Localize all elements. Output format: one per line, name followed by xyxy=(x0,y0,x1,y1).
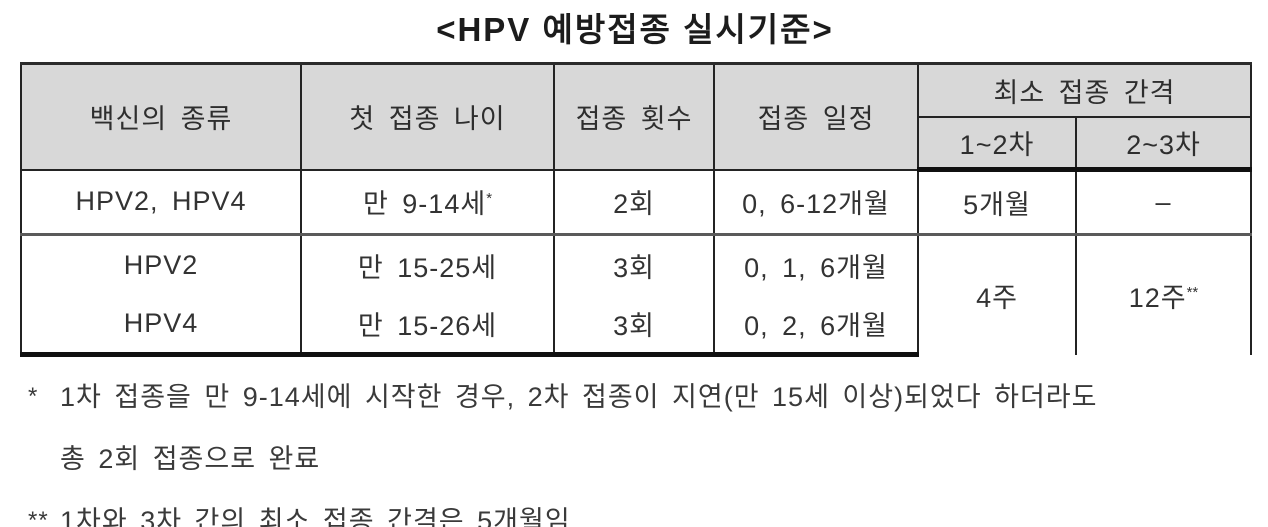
footnote-text: 1차와 3차 간의 최소 접종 간격은 5개월임 xyxy=(60,490,571,527)
col-header-schedule: 접종 일정 xyxy=(713,62,919,171)
cell-interval-2-3: – xyxy=(1074,168,1253,236)
table-header: 백신의 종류 첫 접종 나이 접종 횟수 접종 일정 최소 접종 간격 1~2차… xyxy=(20,62,1253,172)
cell-interval-1-2: 5개월 xyxy=(917,168,1077,236)
cell-schedule: 0, 2, 6개월 xyxy=(713,294,919,357)
footnote-marker: ** xyxy=(28,507,49,527)
table-row: HPV2 만 15-25세 3회 0, 1, 6개월 4주 12주** xyxy=(20,233,1253,355)
table-body: HPV2, HPV4 만 9-14세* 2회 0, 6-12개월 5개월 – H… xyxy=(20,168,1253,357)
cell-vaccine: HPV2 xyxy=(20,233,302,294)
cell-first-age: 만 15-26세 xyxy=(300,294,555,357)
age-text: 만 9-14세 xyxy=(362,189,487,220)
cell-schedule: 0, 6-12개월 xyxy=(713,168,919,236)
cell-first-age: 만 15-25세 xyxy=(300,233,555,294)
col-header-first-age: 첫 접종 나이 xyxy=(300,62,555,171)
hpv-vaccination-table: 백신의 종류 첫 접종 나이 접종 횟수 접종 일정 최소 접종 간격 1~2차… xyxy=(20,62,1253,357)
footnote-line: 1차와 3차 간의 최소 접종 간격은 5개월임 xyxy=(60,506,571,527)
col-header-min-interval: 최소 접종 간격 xyxy=(916,62,1253,118)
footnote-line: 총 2회 접종으로 완료 xyxy=(60,444,321,474)
page-title: <HPV 예방접종 실시기준> xyxy=(436,11,834,48)
table-row: HPV2, HPV4 만 9-14세* 2회 0, 6-12개월 5개월 – xyxy=(20,168,1253,236)
cell-first-age: 만 9-14세* xyxy=(300,168,555,236)
cell-interval-1-2-merged: 4주 xyxy=(917,233,1077,355)
header-row-main: 백신의 종류 첫 접종 나이 접종 횟수 접종 일정 최소 접종 간격 xyxy=(20,62,1253,171)
footnote-ref-1: * xyxy=(486,190,493,208)
col-header-vaccine-type: 백신의 종류 xyxy=(20,62,302,171)
footnote-ref-2: ** xyxy=(1186,283,1199,301)
cell-dose-count: 3회 xyxy=(553,233,715,294)
cell-interval-2-3-merged: 12주** xyxy=(1074,233,1253,355)
cell-dose-count: 3회 xyxy=(553,294,715,357)
footnotes-section: * 1차 접종을 만 9-14세에 시작한 경우, 2차 접종이 지연(만 15… xyxy=(20,366,1250,527)
table-row: HPV4 만 15-26세 3회 0, 2, 6개월 xyxy=(20,294,1251,357)
cell-vaccine: HPV4 xyxy=(20,294,302,357)
header-row-sub: 1~2차 2~3차 xyxy=(21,116,1253,172)
footnote-text: 1차 접종을 만 9-14세에 시작한 경우, 2차 접종이 지연(만 15세 … xyxy=(60,366,1097,490)
footnote-line: 1차 접종을 만 9-14세에 시작한 경우, 2차 접종이 지연(만 15세 … xyxy=(60,382,1098,412)
col-header-dose-count: 접종 횟수 xyxy=(553,62,715,171)
cell-vaccine: HPV2, HPV4 xyxy=(20,168,302,236)
cell-dose-count: 2회 xyxy=(553,168,715,236)
interval-text: 12주 xyxy=(1128,282,1187,313)
footnote-1: * 1차 접종을 만 9-14세에 시작한 경우, 2차 접종이 지연(만 15… xyxy=(28,366,1250,490)
cell-schedule: 0, 1, 6개월 xyxy=(713,233,919,294)
footnote-marker: * xyxy=(28,383,39,410)
footnote-2: ** 1차와 3차 간의 최소 접종 간격은 5개월임 xyxy=(28,490,1250,527)
col-header-interval-1-2: 1~2차 xyxy=(917,116,1077,172)
col-header-interval-2-3: 2~3차 xyxy=(1074,116,1253,172)
